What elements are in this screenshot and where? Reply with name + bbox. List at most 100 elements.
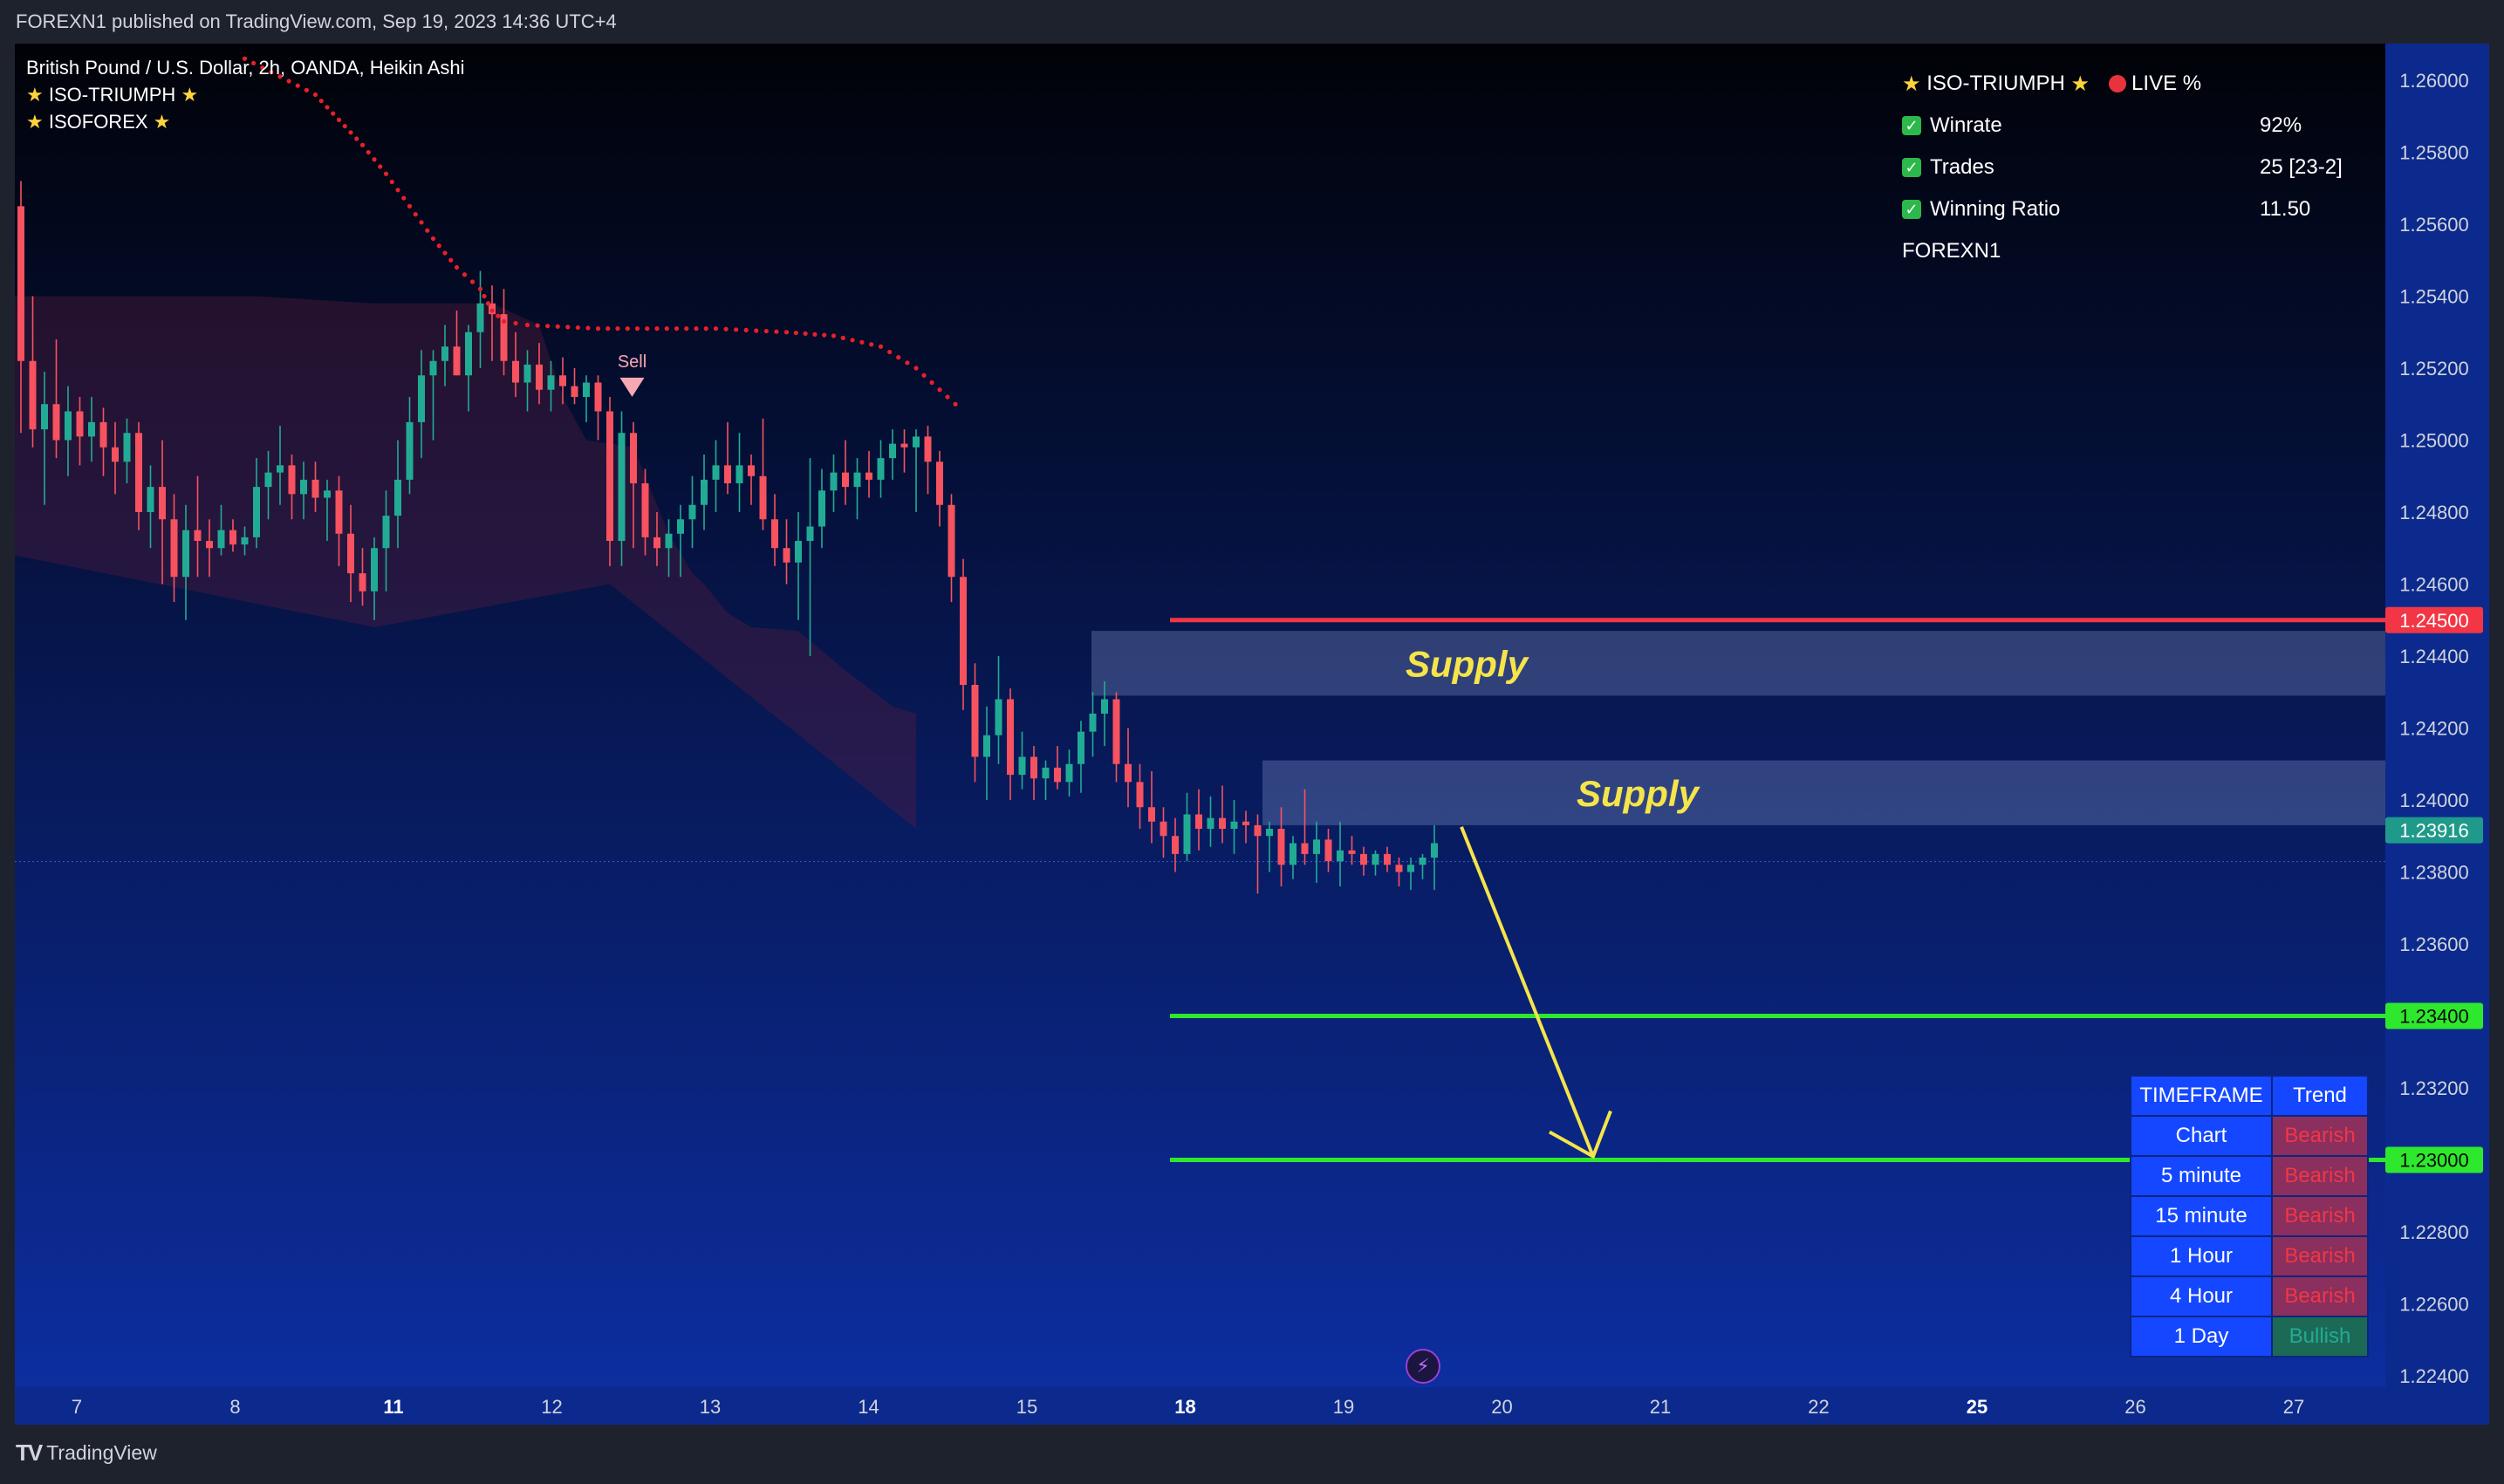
candle-body [971, 685, 979, 757]
candle-body [277, 465, 284, 473]
stop-dot [286, 79, 291, 84]
candle-body [1089, 714, 1097, 732]
stop-dot [723, 326, 729, 332]
projection-arrow-head [1549, 1110, 1612, 1159]
candle-body [606, 411, 613, 541]
candle-body [1360, 853, 1367, 865]
candle-body [1431, 843, 1438, 858]
stop-dot [878, 344, 884, 349]
candle-body [594, 382, 602, 412]
sell-signal-icon [619, 377, 645, 397]
star-icon: ★ [26, 84, 44, 106]
price-tag-target-1 [2385, 1002, 2483, 1029]
table-header-row: TIMEFRAME Trend [2130, 1075, 2369, 1117]
tradingview-brand[interactable]: TV TradingView [16, 1440, 157, 1467]
chart-background [15, 44, 2385, 1425]
time-tick-label: 7 [72, 1396, 82, 1418]
stop-dot [448, 257, 454, 263]
time-tick-label: 18 [1174, 1396, 1195, 1418]
candle-body [1384, 853, 1391, 865]
stop-dot [645, 326, 650, 332]
candle-body [677, 519, 684, 534]
timeframe-cell: 4 Hour [2130, 1275, 2273, 1317]
candle-body [347, 533, 354, 574]
chart-legend: British Pound / U.S. Dollar, 2h, OANDA, … [26, 54, 465, 135]
stats-value: 25 [23-2] [2260, 155, 2343, 179]
stop-dot [859, 339, 865, 345]
candle-body [512, 360, 519, 383]
stop-dot [945, 394, 950, 400]
candle-body [735, 465, 743, 483]
stop-dot [395, 188, 400, 193]
candle-body [630, 433, 637, 483]
tradingview-logo-icon: TV [16, 1440, 43, 1466]
candle-body [653, 537, 660, 549]
time-tick-label: 15 [1016, 1396, 1037, 1418]
candle-body [1407, 865, 1414, 872]
supply-zone [1091, 631, 2385, 696]
stop-dot [565, 325, 571, 330]
candle-body [1042, 767, 1050, 779]
stats-value: 11.50 [2260, 197, 2311, 221]
candle-body [418, 375, 425, 422]
price-axis-background [2385, 44, 2489, 1425]
candle-body [688, 504, 696, 520]
stop-dot [462, 272, 468, 277]
candle-body [900, 443, 908, 448]
live-indicator-icon [2109, 75, 2127, 92]
candle-body [1054, 767, 1061, 783]
star-icon: ★ [26, 111, 44, 133]
stats-row: ✓ Winning Ratio 11.50 [1902, 188, 2343, 230]
stop-dot [342, 123, 347, 129]
stats-author: FOREXN1 [1902, 239, 2001, 263]
candle-body [830, 472, 838, 491]
symbol-title[interactable]: British Pound / U.S. Dollar, 2h, OANDA, … [26, 57, 465, 79]
table-row: Chart Bearish [2130, 1115, 2369, 1157]
price-tick-label: 1.23600 [2399, 933, 2469, 955]
candle-body [583, 382, 590, 397]
candle-body [1290, 843, 1296, 865]
stop-dot [850, 338, 855, 343]
candle-body [29, 360, 37, 430]
candle-body [1242, 821, 1249, 825]
stop-dot [694, 326, 699, 332]
price-tag-label: 1.23000 [2399, 1150, 2469, 1172]
candle-body [1136, 782, 1144, 808]
candle-body [1230, 821, 1238, 829]
candle-body [924, 436, 932, 462]
current-price-tag [2385, 817, 2483, 844]
star-icon: ★ [153, 111, 171, 133]
indicator-isoforex[interactable]: ★ ISOFOREX ★ [26, 111, 171, 133]
stop-dot [605, 326, 611, 332]
candle-body [1101, 699, 1108, 714]
time-axis-background [15, 1387, 2489, 1425]
candle-body [123, 433, 131, 462]
candle-body [406, 421, 414, 480]
indicator-iso-triumph[interactable]: ★ ISO-TRIUMPH ★ [26, 84, 199, 106]
stop-dot [242, 56, 248, 61]
candle-body [1395, 865, 1403, 872]
candle-body [1007, 699, 1014, 776]
price-tick-label: 1.25800 [2399, 142, 2469, 164]
stop-dot [366, 149, 371, 155]
stop-dot [485, 301, 491, 306]
candle-body [724, 465, 731, 483]
stop-dot [372, 157, 377, 162]
candle-body [1172, 836, 1179, 854]
candle-body [217, 530, 225, 549]
candle-body [465, 332, 472, 376]
candle-body [194, 530, 202, 541]
timeframe-cell: 5 minute [2130, 1155, 2273, 1197]
candle-body [1301, 843, 1309, 854]
stop-dot [625, 326, 630, 332]
price-tick-label: 1.23800 [2399, 862, 2469, 884]
time-tick-label: 13 [700, 1396, 721, 1418]
stop-dot [822, 332, 827, 338]
stop-dot [496, 313, 501, 318]
candle-body [147, 487, 154, 512]
lightning-icon[interactable]: ⚡ [1406, 1349, 1440, 1384]
stop-dot [430, 236, 436, 242]
supply-label: Supply [1406, 643, 1530, 684]
candle-body [17, 206, 24, 361]
